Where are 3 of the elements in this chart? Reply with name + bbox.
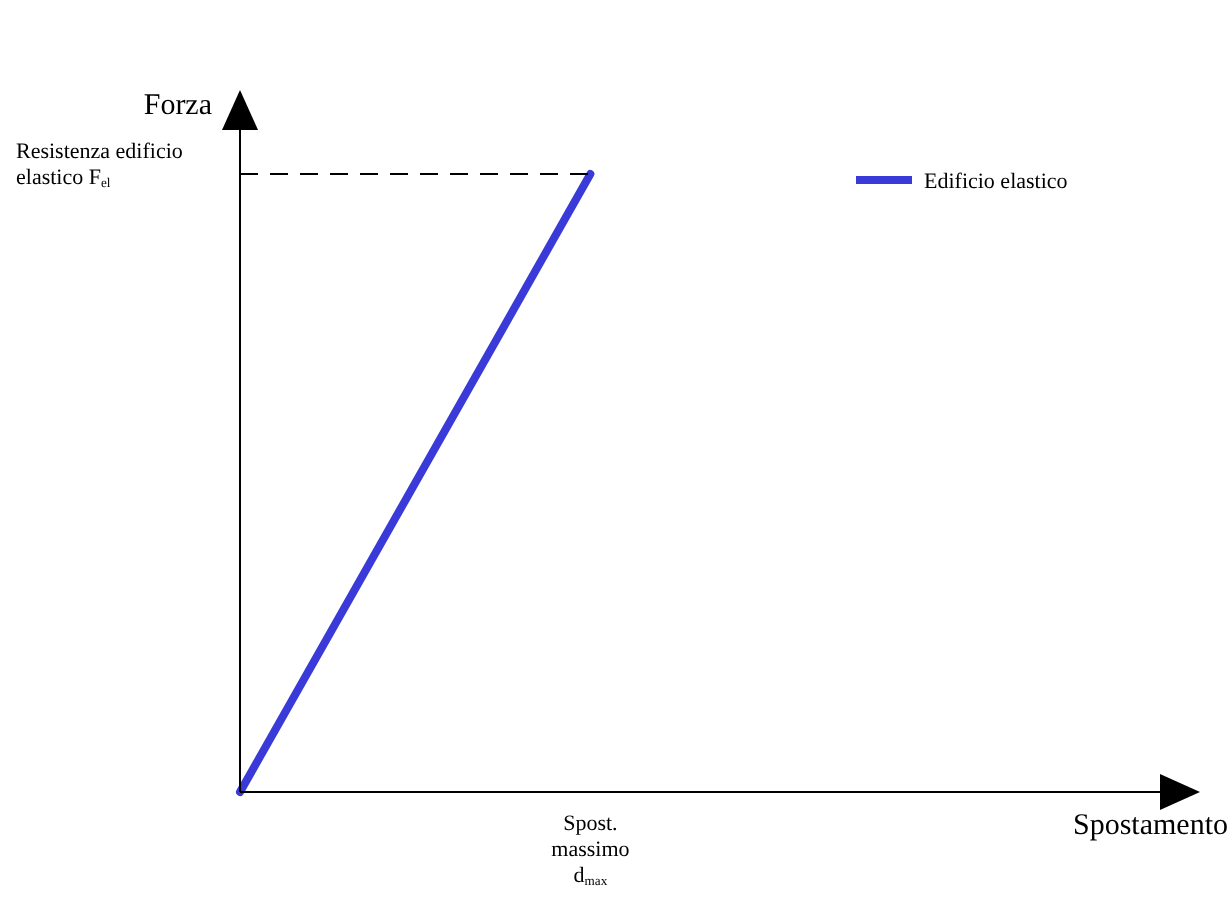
legend-label: Edificio elastico <box>924 170 1069 194</box>
text: Spostamento <box>1073 810 1228 842</box>
y-axis-title: Forza <box>143 90 213 122</box>
